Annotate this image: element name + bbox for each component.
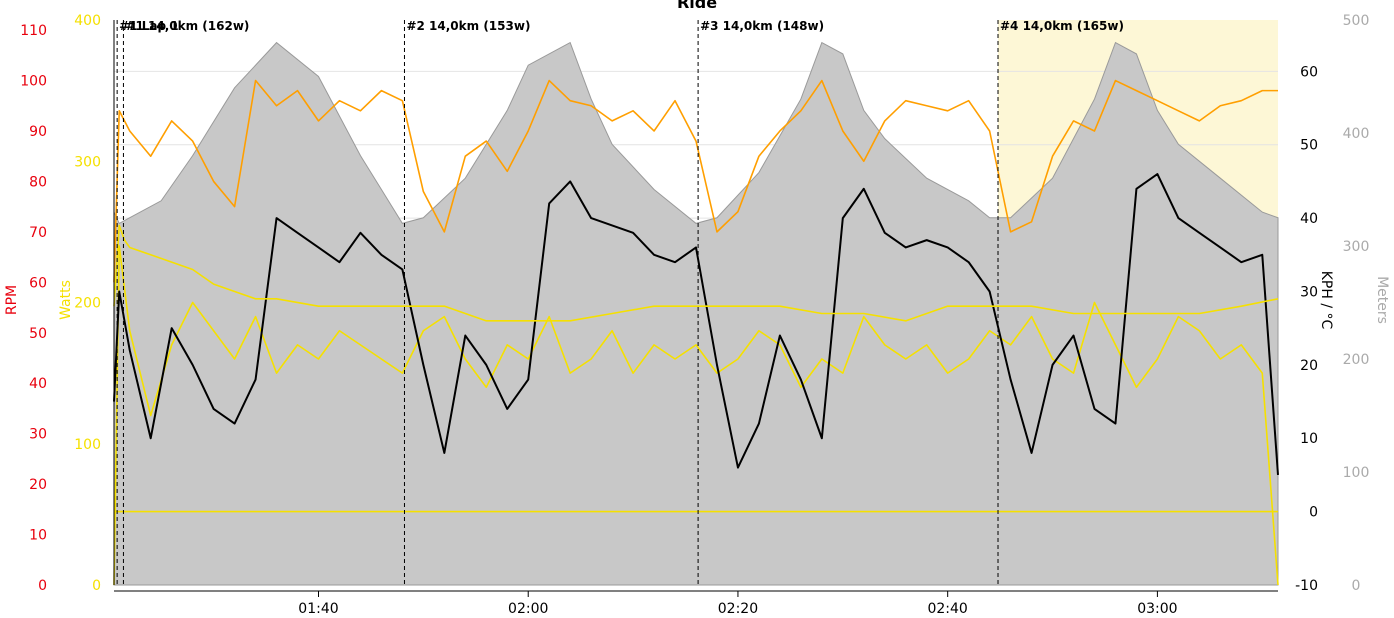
series-line-4 [113,224,1279,322]
rpm-axis-label: RPM [4,285,20,315]
rpm-tick-label: 0 [38,578,47,594]
x-tick-label: 02:00 [508,601,548,617]
rpm-tick-label: 30 [29,427,47,443]
watts-tick-label: 100 [74,437,101,453]
meters-tick-label: 0 [1352,578,1361,594]
meters-tick-label: 500 [1343,13,1370,29]
lap-label: #2 14,0km (153w) [406,19,530,33]
x-tick-label: 02:20 [718,601,758,617]
rpm-tick-label: 50 [29,326,47,342]
x-tick-label: 03:00 [1137,601,1177,617]
meters-tick-label: 300 [1343,239,1370,255]
rpm-tick-label: 100 [20,74,47,90]
lap-label: #1 Lap 1 [119,19,178,33]
chart-title: Ride [677,0,717,12]
rpm-tick-label: 80 [29,174,47,190]
watts-tick-label: 400 [74,13,101,29]
watts-axis-label: Watts [58,280,74,320]
kph-tick-label: 60 [1300,64,1318,80]
meters-axis-label: Meters [1374,276,1390,324]
kph-tick-label: 50 [1300,138,1318,154]
series-line-2 [113,79,1278,283]
rpm-tick-label: 70 [29,225,47,241]
rpm-tick-label: 20 [29,477,47,493]
lap-label: #4 14,0km (165w) [1000,19,1124,33]
kph-tick-label: 0 [1309,505,1318,521]
rpm-tick-label: 10 [29,528,47,544]
watts-tick-label: 200 [74,296,101,312]
x-tick-label: 02:40 [927,601,967,617]
kph-tick-label: 40 [1300,211,1318,227]
rpm-tick-label: 40 [29,376,47,392]
series-line-3 [113,173,1279,476]
kph-tick-label: 30 [1300,284,1318,300]
kph-axis-label: KPH / °C [1318,271,1334,330]
lap-markers: #1 Lap 1#1 14,0km (162w) #2 14,0km (153w)… [116,19,1124,585]
lap-label: #3 14,0km (148w) [700,19,824,33]
kph-tick-label: 10 [1300,431,1318,447]
meters-tick-label: 200 [1343,352,1370,368]
meters-tick-label: 100 [1343,465,1370,481]
x-tick-label: 01:40 [298,601,338,617]
rpm-tick-label: 60 [29,275,47,291]
meters-tick-label: 400 [1343,126,1370,142]
watts-tick-label: 0 [92,578,101,594]
rpm-tick-label: 90 [29,124,47,140]
axes: 01:40 02:00 02:20 02:40 03:00 0 10 20 30 40 50 60 70… [4,13,1390,617]
rpm-tick-label: 110 [20,23,47,39]
series-line-1 [113,245,1279,586]
kph-tick-label: 20 [1300,358,1318,374]
series-layer [113,41,1279,586]
series-altitude-area [113,41,1279,586]
lap-label: #1 14,0km (162w) [125,19,249,33]
watts-tick-label: 300 [74,154,101,170]
kph-tick-label: -10 [1295,578,1318,594]
